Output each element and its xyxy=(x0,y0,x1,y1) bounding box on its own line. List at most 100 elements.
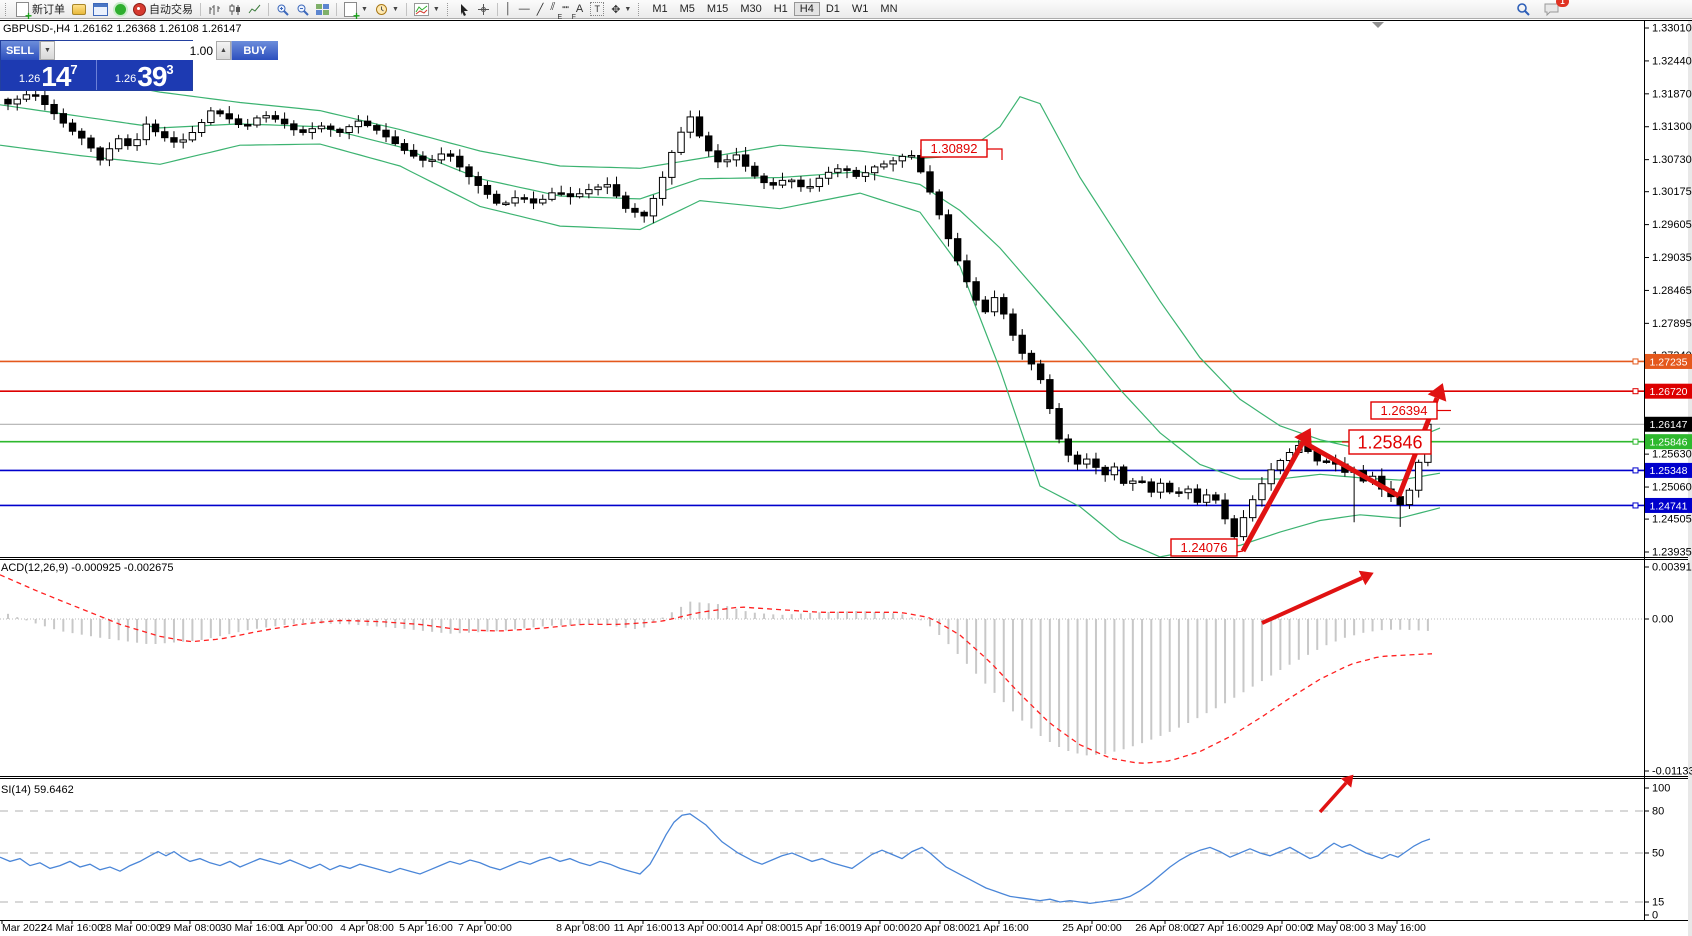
tf-button-m30[interactable]: M30 xyxy=(740,3,762,15)
search-icon xyxy=(1517,3,1530,16)
buy-price-prefix: 1.26 xyxy=(114,73,137,85)
rsi-panel xyxy=(0,810,1644,905)
tf-button-h1[interactable]: H1 xyxy=(773,3,788,15)
tf-button-w1[interactable]: W1 xyxy=(851,3,869,15)
candlestick-icon xyxy=(229,3,240,15)
hline-handle[interactable] xyxy=(1632,358,1639,365)
new-order-button[interactable]: 新订单 xyxy=(13,1,68,21)
profile-icon xyxy=(72,3,86,15)
zoom-out-button[interactable] xyxy=(293,1,312,18)
chart-shift-marker[interactable] xyxy=(1372,22,1384,28)
price-annotations[interactable]: 1.30892 1.26394 1.25846 1.24076 xyxy=(920,139,1451,557)
crosshair-tool-button[interactable] xyxy=(474,1,493,18)
signals-button[interactable] xyxy=(112,1,129,18)
line-chart-mode-button[interactable] xyxy=(245,1,264,18)
tf-button-h4[interactable]: H4 xyxy=(793,2,820,16)
zoom-in-button[interactable] xyxy=(273,1,292,18)
text-label-tool-button[interactable]: T xyxy=(587,1,607,18)
tf-button-m5[interactable]: M5 xyxy=(679,3,695,15)
charts-window-button[interactable] xyxy=(90,1,111,18)
trendline-tool-button[interactable]: ╱ xyxy=(536,3,544,16)
annotation-box[interactable] xyxy=(1348,429,1432,455)
svg-text:21 Apr 16:00: 21 Apr 16:00 xyxy=(969,922,1029,934)
profile-button[interactable] xyxy=(69,1,89,18)
annotation-box[interactable] xyxy=(920,139,988,158)
caret-down-icon: ▼ xyxy=(624,5,632,13)
annotation-text: 1.26394 xyxy=(1381,403,1428,418)
window-icon xyxy=(93,2,108,16)
arrow-head-icon xyxy=(1340,774,1354,788)
buy-price[interactable]: 1.26 39 3 xyxy=(97,60,193,91)
trend-arrow[interactable] xyxy=(1318,781,1348,814)
svg-text:4 Apr 08:00: 4 Apr 08:00 xyxy=(340,922,394,934)
sell-button[interactable]: SELL xyxy=(1,41,39,60)
tf-button-m1[interactable]: M1 xyxy=(652,3,668,15)
annotation-text: 1.24076 xyxy=(1181,540,1228,555)
svg-text:1.25630: 1.25630 xyxy=(1652,449,1692,461)
bollinger-bands xyxy=(0,63,1441,557)
volume-decrease-button[interactable]: ▼ xyxy=(40,41,55,60)
svg-text:50: 50 xyxy=(1652,848,1664,860)
price-badges: 1.27235 1.26720 1.26147 1.25846 1.25348 1.247… xyxy=(1645,353,1692,513)
chart-title: GBPUSD-,H4 1.26162 1.26368 1.26108 1.261… xyxy=(3,23,242,35)
tf-button-mn[interactable]: MN xyxy=(880,3,898,15)
search-button[interactable] xyxy=(1513,1,1533,18)
svg-text:1.23935: 1.23935 xyxy=(1652,547,1692,559)
tile-windows-icon xyxy=(316,3,329,15)
horizontal-price-lines[interactable] xyxy=(0,358,1644,509)
volume-increase-button[interactable]: ▲ xyxy=(216,41,231,60)
new-chart-button[interactable]: ▼ xyxy=(341,1,371,21)
svg-text:15: 15 xyxy=(1652,897,1664,909)
buy-button[interactable]: BUY xyxy=(232,41,278,60)
channel-tool-button[interactable]: ⫽ E xyxy=(550,0,563,21)
svg-text:29 Mar 08:00: 29 Mar 08:00 xyxy=(159,922,221,934)
trend-arrow[interactable] xyxy=(1240,440,1306,553)
annotation-box[interactable] xyxy=(1370,401,1438,420)
svg-text:0: 0 xyxy=(1652,910,1658,922)
hline-handle[interactable] xyxy=(1632,388,1639,395)
indicators-button[interactable]: ▼ xyxy=(411,1,443,18)
crosshair-icon xyxy=(477,3,489,15)
periods-button[interactable]: ▼ xyxy=(372,1,402,18)
separator xyxy=(268,2,269,16)
candlestick-mode-button[interactable] xyxy=(225,1,244,18)
svg-text:1.31300: 1.31300 xyxy=(1652,121,1692,133)
svg-text:11 Apr 16:00: 11 Apr 16:00 xyxy=(614,922,673,934)
fibonacci-tool-button[interactable]: ┉ F xyxy=(562,1,576,21)
svg-text:24 Mar 16:00: 24 Mar 16:00 xyxy=(41,922,103,934)
sell-price[interactable]: 1.26 14 7 xyxy=(1,60,97,91)
annotation-box[interactable] xyxy=(1170,538,1238,557)
vertical-line-tool-button[interactable]: │ xyxy=(504,3,512,15)
hline-handle[interactable] xyxy=(1632,438,1639,445)
trend-arrow[interactable] xyxy=(1301,439,1401,499)
hline-handle[interactable] xyxy=(1632,502,1639,509)
line-chart-icon xyxy=(248,4,261,13)
svg-text:80: 80 xyxy=(1652,806,1664,818)
svg-text:30 Mar 16:00: 30 Mar 16:00 xyxy=(220,922,282,934)
hline-handle[interactable] xyxy=(1632,467,1639,474)
bar-chart-mode-button[interactable] xyxy=(205,1,224,18)
zoom-in-icon xyxy=(277,4,289,16)
timeframe-buttons: M1 M5 M15 M30 H1 H4 D1 W1 MN xyxy=(646,2,903,16)
svg-text:1.33010: 1.33010 xyxy=(1652,23,1692,35)
svg-text:100: 100 xyxy=(1652,783,1670,795)
volume-input[interactable] xyxy=(55,41,216,60)
cursor-tool-button[interactable] xyxy=(455,1,473,18)
horizontal-line-tool-button[interactable]: — xyxy=(518,3,530,15)
autotrade-button[interactable]: 自动交易 xyxy=(130,1,196,18)
tile-windows-button[interactable] xyxy=(313,1,332,18)
trend-arrow[interactable] xyxy=(1261,576,1363,625)
svg-text:1.25060: 1.25060 xyxy=(1652,482,1692,494)
svg-text:14 Apr 08:00: 14 Apr 08:00 xyxy=(732,922,792,934)
tf-button-m15[interactable]: M15 xyxy=(706,3,729,15)
chat-badge: 1 xyxy=(1556,0,1569,7)
bar-chart-icon xyxy=(209,4,220,15)
shapes-tool-button[interactable]: ✥ ▼ xyxy=(608,1,634,18)
text-tool-button[interactable]: A xyxy=(575,3,584,15)
tf-button-d1[interactable]: D1 xyxy=(825,3,840,15)
macd-signal-line xyxy=(0,574,1433,764)
price-badge-1.26147: 1.26147 xyxy=(1650,419,1688,431)
chat-button[interactable]: 1 xyxy=(1541,0,1569,18)
